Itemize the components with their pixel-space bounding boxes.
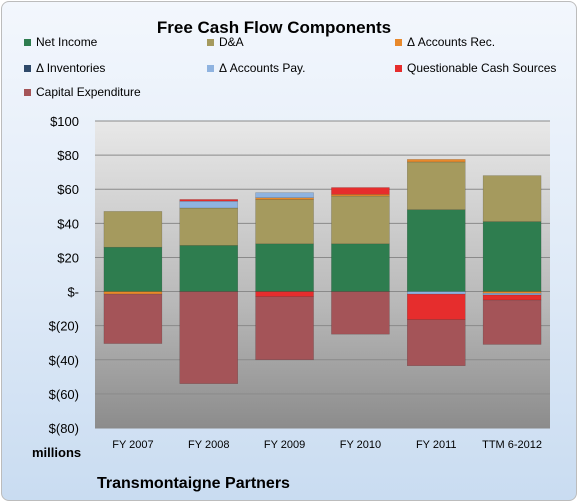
legend-label-d-a: D&A: [219, 35, 244, 49]
bar-segment-net-income: [407, 209, 466, 292]
legend-swatch-questionable-cash-sources: [395, 65, 402, 72]
legend-swatch-net-income: [24, 39, 31, 46]
legend-label-capital-expenditure: Capital Expenditure: [36, 85, 141, 99]
x-tick-label: FY 2007: [112, 439, 153, 451]
x-tick-label: FY 2011: [416, 439, 457, 451]
bar-segment-delta-accounts-pay: [179, 200, 238, 209]
bar-segment-questionable-cash-sources: [407, 293, 466, 320]
bar-segment-questionable-cash-sources: [179, 199, 238, 202]
legend: Net Income D&A Δ Accounts Rec. Δ Inventorie…: [24, 35, 556, 99]
legend-label-delta-inventories: Δ Inventories: [36, 61, 105, 75]
bar-segment-net-income: [482, 221, 542, 292]
bar-segment-delta-accounts-rec: [103, 291, 163, 295]
bar-segment-d-a: [255, 199, 314, 245]
legend-swatch-delta-accounts-pay: [207, 65, 214, 72]
bar-segment-capital-expenditure: [255, 296, 314, 361]
chart-title: Free Cash Flow Components: [157, 18, 391, 37]
x-tick-label: FY 2008: [188, 439, 229, 451]
x-axis-labels: FY 2007 FY 2008 FY 2009 FY 2010 FY 2011 TTM 6…: [112, 439, 542, 451]
bar-segment-capital-expenditure: [103, 293, 163, 344]
y-tick-label: $60: [57, 182, 79, 197]
bar-segment-delta-accounts-pay: [482, 293, 542, 296]
company-name: Transmontaigne Partners: [97, 475, 290, 492]
bar-segment-d-a: [179, 207, 238, 246]
bar-segment-questionable-cash-sources: [482, 294, 542, 301]
bar-segment-capital-expenditure: [331, 291, 390, 335]
legend-label-delta-accounts-pay: Δ Accounts Pay.: [219, 61, 306, 75]
bar-segment-d-a: [407, 161, 466, 210]
legend-label-delta-accounts-rec: Δ Accounts Rec.: [407, 35, 495, 49]
bar-segment-delta-accounts-rec: [482, 291, 542, 294]
bar-segment-net-income: [331, 243, 390, 292]
legend-label-net-income: Net Income: [36, 35, 98, 49]
bar-segment-capital-expenditure: [482, 299, 542, 345]
y-tick-label: $-: [67, 285, 79, 300]
bar-segment-delta-accounts-pay: [255, 192, 314, 198]
y-tick-label: $100: [50, 114, 79, 129]
y-tick-label: $(20): [49, 319, 79, 334]
gridlines: [95, 120, 550, 429]
bars: [103, 159, 542, 384]
units-label: millions: [32, 445, 81, 460]
bar-segment-d-a: [331, 195, 390, 245]
bar-segment-questionable-cash-sources: [331, 187, 390, 195]
bar-segment-delta-accounts-rec: [407, 159, 466, 163]
bar-segment-delta-accounts-rec: [255, 197, 314, 200]
legend-swatch-delta-inventories: [24, 65, 31, 72]
bar-segment-net-income: [179, 245, 238, 292]
bar-segment-capital-expenditure: [179, 291, 238, 384]
bar-segment-questionable-cash-sources: [255, 291, 314, 297]
legend-swatch-d-a: [207, 39, 214, 46]
bar-segment-d-a: [103, 211, 163, 248]
y-tick-label: $20: [57, 250, 79, 265]
x-tick-label: FY 2009: [264, 439, 305, 451]
bar-segment-net-income: [255, 243, 314, 292]
y-tick-label: $(40): [49, 353, 79, 368]
plot-area: [95, 121, 550, 428]
legend-label-questionable-cash-sources: Questionable Cash Sources: [407, 61, 556, 75]
bar-segment-capital-expenditure: [407, 319, 466, 366]
y-tick-label: $(80): [49, 421, 79, 436]
y-axis-ticks: $100 $80 $60 $40 $20 $- $(20) $(40) $(60) $(80): [49, 114, 79, 436]
bar-segment-net-income: [103, 246, 163, 292]
x-tick-label: TTM 6-2012: [482, 439, 542, 451]
bar-segment-d-a: [482, 175, 542, 222]
y-tick-label: $40: [57, 216, 79, 231]
bar-segment-delta-accounts-rec: [331, 194, 390, 197]
y-tick-label: $80: [57, 148, 79, 163]
bar-segment-delta-accounts-pay: [407, 291, 466, 295]
x-tick-label: FY 2010: [340, 439, 381, 451]
y-tick-label: $(60): [49, 387, 79, 402]
legend-swatch-delta-accounts-rec: [395, 39, 402, 46]
legend-swatch-capital-expenditure: [24, 89, 31, 96]
